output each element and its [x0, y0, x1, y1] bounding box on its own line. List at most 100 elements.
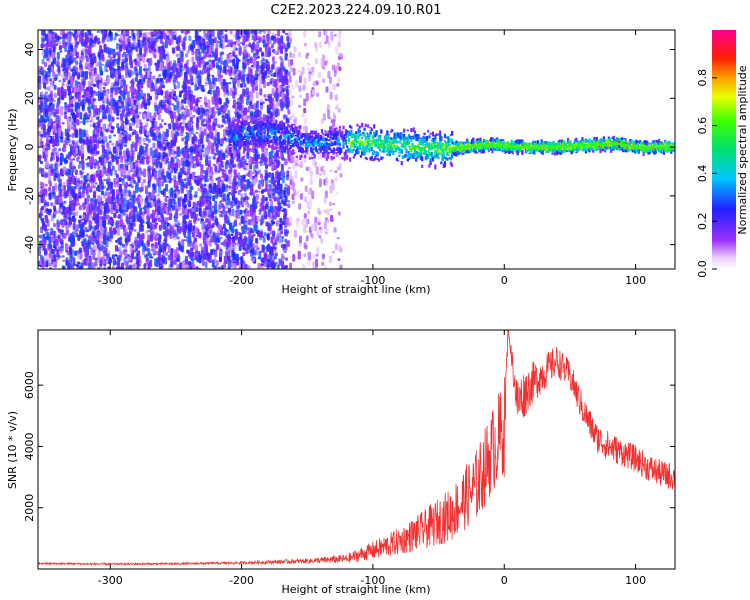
spectrogram-cell [171, 103, 175, 106]
spectrogram-cell [124, 144, 128, 148]
spectrogram-cell [218, 125, 222, 129]
spectrogram-cell [55, 63, 59, 67]
spectrogram-cell [178, 213, 182, 216]
spectrogram-cell [281, 209, 285, 212]
spectrogram-cell [107, 266, 111, 269]
spectrogram-cell [40, 218, 44, 222]
spectrogram-cell [135, 159, 139, 168]
spectrogram-cell [64, 102, 68, 106]
spectrogram-cell [53, 125, 57, 132]
spectrogram-cell [130, 98, 134, 105]
spectrogram-cell [154, 104, 158, 112]
spectrogram-cell [127, 184, 131, 187]
spectrogram-cell [238, 159, 242, 164]
spectrogram-cell [131, 219, 135, 227]
spectrogram-cell [142, 112, 146, 117]
spectrogram-cell [75, 51, 79, 59]
spectrogram-cell [266, 82, 270, 87]
spectrogram-cell [174, 210, 178, 219]
spectrogram-cell [200, 120, 204, 127]
spectrogram-cell [111, 87, 115, 90]
spectrogram-cell [178, 226, 182, 234]
spectrogram-cell [103, 109, 107, 118]
spectrogram-cell [60, 106, 64, 116]
spectrogram-cell [152, 118, 156, 121]
spectrogram-cell [287, 109, 291, 115]
spectrogram-cell [143, 93, 147, 99]
spectrogram-cell [262, 45, 266, 48]
spectrogram-cell [140, 186, 144, 192]
spectrogram-cell [81, 54, 85, 63]
spectrogram-cell [41, 206, 45, 211]
spectrogram-cell [92, 98, 96, 102]
spectrogram-cell [266, 75, 270, 78]
spectrogram-cell [172, 199, 176, 205]
spectrogram-cell [261, 58, 265, 62]
spectrogram-cell [48, 176, 52, 181]
spectrogram-cell [42, 170, 46, 175]
spectrogram-cell [134, 76, 138, 82]
spectrogram-cell [180, 128, 184, 134]
spectrogram-cell [207, 125, 211, 131]
spectrogram-cell [270, 248, 274, 256]
spectrogram-cell [274, 241, 278, 246]
spectrogram-cell [232, 212, 236, 218]
spectrogram-cell [185, 53, 189, 58]
spectrogram-cell [221, 60, 225, 65]
spectrogram-cell [175, 67, 179, 75]
spectrogram-cell [283, 244, 287, 248]
spectrogram-cell [246, 58, 250, 63]
spectrogram-cell [201, 144, 205, 149]
spectrogram-cell [177, 159, 181, 169]
spectrogram-cell [213, 37, 217, 44]
spectrogram-cell [212, 163, 216, 167]
spectrogram-cell [240, 226, 244, 231]
spectrogram-cell [104, 247, 108, 257]
spectrogram-cell [146, 92, 150, 97]
spectrogram-cell [103, 266, 107, 269]
spectrogram-cell [163, 122, 167, 126]
spectrogram-cell [163, 175, 167, 183]
spectrogram-cell [150, 81, 154, 89]
spectrogram-cell [39, 235, 43, 239]
spectrogram-cell [237, 42, 241, 47]
spectrogram-cell [242, 35, 246, 44]
spectrogram-cell [74, 250, 78, 255]
spectrogram-cell [284, 183, 288, 188]
spectrogram-cell [162, 255, 166, 264]
spectrogram-cell [43, 48, 47, 52]
spectrogram-cell [81, 214, 85, 219]
spectrogram-cell [170, 161, 174, 169]
spectrogram-cell [133, 249, 137, 253]
spectrogram-cell [264, 196, 268, 201]
spectrogram-cell [68, 58, 72, 66]
spectrogram-cell [237, 35, 241, 40]
spectrogram-cell [61, 184, 65, 191]
spectrogram-cell [77, 234, 81, 241]
spectrogram-cell [273, 35, 277, 39]
spectrogram-cell [248, 43, 252, 47]
spectrogram-cell [187, 176, 191, 186]
spectrogram-cell [156, 156, 160, 159]
spectrogram-cell [274, 252, 278, 257]
spectrogram-cell [40, 133, 44, 138]
spectrogram-cell [66, 179, 70, 188]
spectrogram-cell [90, 198, 94, 202]
spectrogram-cell [246, 95, 250, 100]
spectrogram-cell [281, 176, 285, 184]
spectrogram-cell [117, 214, 121, 219]
spectrogram-cell [116, 123, 120, 129]
spectrogram-cell [223, 171, 227, 174]
spectrogram-cell [218, 112, 222, 115]
spectrogram-cell [267, 243, 271, 252]
spectrogram-cell [205, 111, 209, 121]
spectrogram-cell [221, 118, 225, 124]
spectrogram-cell [38, 155, 42, 159]
spectrogram-cell [89, 37, 93, 47]
spectrogram-cell [195, 48, 199, 55]
spectrogram-cell [255, 160, 259, 168]
spectrogram-cell [183, 140, 187, 145]
spectrogram-cell [181, 137, 185, 142]
spectrogram-cell [78, 215, 82, 219]
spectrogram-cell [116, 99, 120, 103]
